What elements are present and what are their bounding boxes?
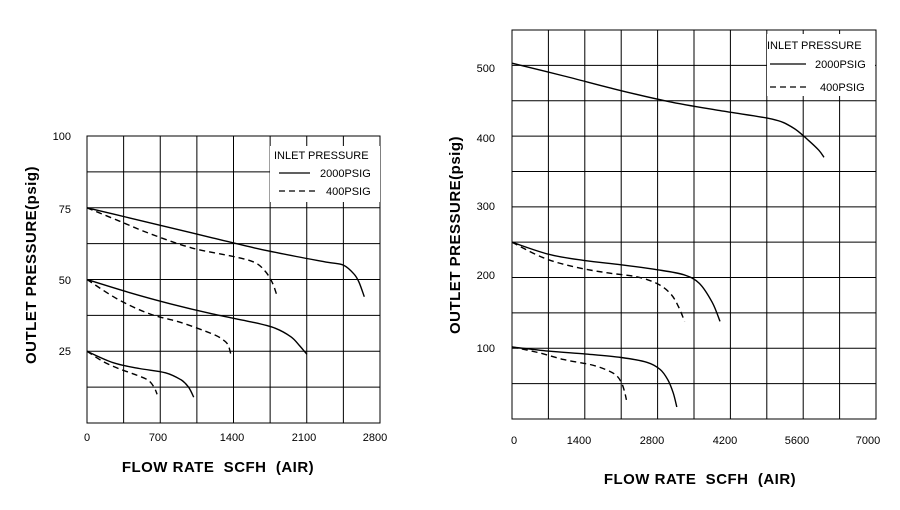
- right-series-0-solid-line: [511, 62, 825, 158]
- right-legend-bg: [767, 34, 875, 96]
- left-x-tick-1400: 1400: [220, 432, 244, 444]
- left-x-axis-title: FLOW RATE SCFH (AIR): [122, 459, 314, 476]
- left-legend-400psig: 400PSIG: [326, 186, 371, 198]
- left-legend-2000psig: 2000PSIG: [320, 168, 371, 180]
- left-y-tick-50: 50: [59, 275, 71, 287]
- right-legend-2000psig: 2000PSIG: [815, 59, 866, 71]
- left-legend: INLET PRESSURE 2000PSIG 400PSIG: [270, 146, 380, 202]
- left-y-tick-25: 25: [59, 346, 71, 358]
- right-y-tick-100: 100: [477, 343, 495, 355]
- left-series-2-solid-line: [86, 278, 308, 355]
- right-x-tick-7000: 7000: [856, 435, 880, 447]
- right-x-tick-2800: 2800: [640, 435, 664, 447]
- left-chart: 100 75 50 25 0 700 1400 2100 2800 FLOW R…: [23, 131, 387, 476]
- right-y-tick-500: 500: [477, 63, 495, 75]
- right-y-tick-300: 300: [477, 201, 495, 213]
- right-y-tick-400: 400: [477, 133, 495, 145]
- left-series-0-solid-line: [86, 207, 365, 297]
- right-chart: 500 400 300 200 100 0 1400 2800 4200 560…: [447, 29, 880, 488]
- right-y-tick-200: 200: [477, 270, 495, 282]
- left-x-tick-2100: 2100: [292, 432, 316, 444]
- left-series-3-dashed-line: [86, 278, 233, 358]
- left-y-tick-75: 75: [59, 204, 71, 216]
- right-curves: [511, 62, 825, 408]
- right-series-3-solid-line: [511, 346, 678, 408]
- right-x-tick-4200: 4200: [713, 435, 737, 447]
- left-legend-bg: [270, 146, 380, 202]
- right-legend: INLET PRESSURE 2000PSIG 400PSIG: [767, 34, 875, 96]
- left-curves: [86, 207, 365, 398]
- right-legend-400psig: 400PSIG: [820, 82, 865, 94]
- right-legend-title: INLET PRESSURE: [767, 40, 862, 52]
- right-x-tick-0: 0: [511, 435, 517, 447]
- right-x-tick-1400: 1400: [567, 435, 591, 447]
- left-y-tick-100: 100: [53, 131, 71, 143]
- right-y-axis-title: OUTLET PRESSURE(psig): [447, 136, 464, 334]
- right-series-4-dashed-line: [511, 346, 628, 401]
- right-series-2-dashed-line: [511, 241, 686, 322]
- left-x-tick-700: 700: [149, 432, 167, 444]
- right-series-1-solid-line: [511, 241, 721, 322]
- left-legend-title: INLET PRESSURE: [274, 150, 369, 162]
- right-x-axis-title: FLOW RATE SCFH (AIR): [604, 471, 796, 488]
- right-x-tick-5600: 5600: [785, 435, 809, 447]
- left-series-1-dashed-line: [86, 207, 278, 295]
- left-x-tick-0: 0: [84, 432, 90, 444]
- left-x-tick-2800: 2800: [363, 432, 387, 444]
- left-y-axis-title: OUTLET PRESSURE(psig): [23, 166, 40, 364]
- left-series-4-solid-line: [86, 350, 195, 398]
- left-series-5-dashed-line: [86, 350, 158, 395]
